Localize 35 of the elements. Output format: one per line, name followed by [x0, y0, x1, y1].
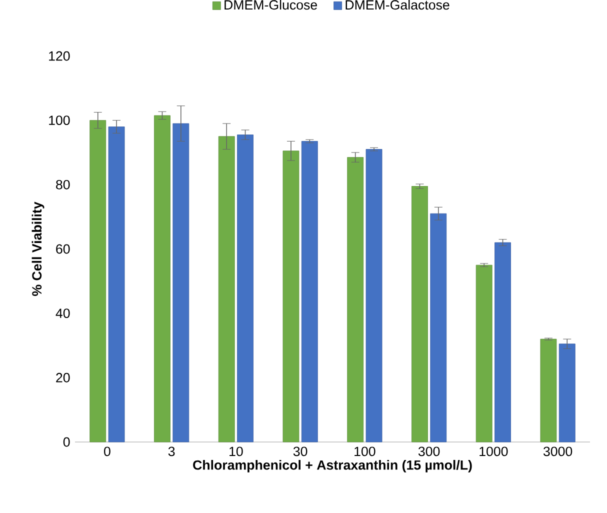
bar: [476, 264, 492, 442]
bar: [154, 115, 170, 442]
x-tick-label: 0: [104, 446, 110, 456]
bar: [558, 344, 576, 442]
bar: [301, 141, 318, 442]
bar: [540, 338, 557, 442]
y-tick-label: 0: [63, 437, 70, 447]
y-axis-title: % Cell Viability: [32, 202, 44, 296]
x-tick-label: 3000: [543, 446, 572, 456]
legend-label: DMEM-Galactose: [346, 0, 450, 10]
bar: [347, 157, 364, 442]
x-tick-label: 300: [418, 446, 440, 456]
x-tick-label: 1000: [480, 446, 508, 456]
bar: [218, 136, 235, 442]
bar: [412, 186, 428, 442]
bar: [430, 213, 447, 442]
x-axis-title: Chloramphenicol + Astraxanthin (15 µmol/L): [193, 460, 472, 472]
y-tick-label: 100: [49, 116, 70, 126]
y-tick-label: 60: [56, 244, 70, 254]
bar: [237, 134, 254, 442]
y-tick-label: 80: [56, 180, 70, 190]
y-tick-label: 120: [49, 51, 70, 61]
legend-label: DMEM-Glucose: [224, 0, 317, 10]
bar: [108, 126, 125, 442]
bar: [90, 120, 106, 442]
x-tick-label: 100: [354, 446, 376, 456]
x-tick-label: 30: [293, 446, 308, 456]
bar: [366, 149, 382, 442]
bar: [282, 150, 300, 442]
bar: [172, 123, 190, 442]
x-tick-label: 3: [168, 446, 175, 456]
x-tick-label: 10: [230, 446, 243, 456]
bar: [494, 242, 511, 442]
y-tick-label: 20: [56, 372, 70, 382]
y-tick-label: 40: [56, 308, 70, 318]
